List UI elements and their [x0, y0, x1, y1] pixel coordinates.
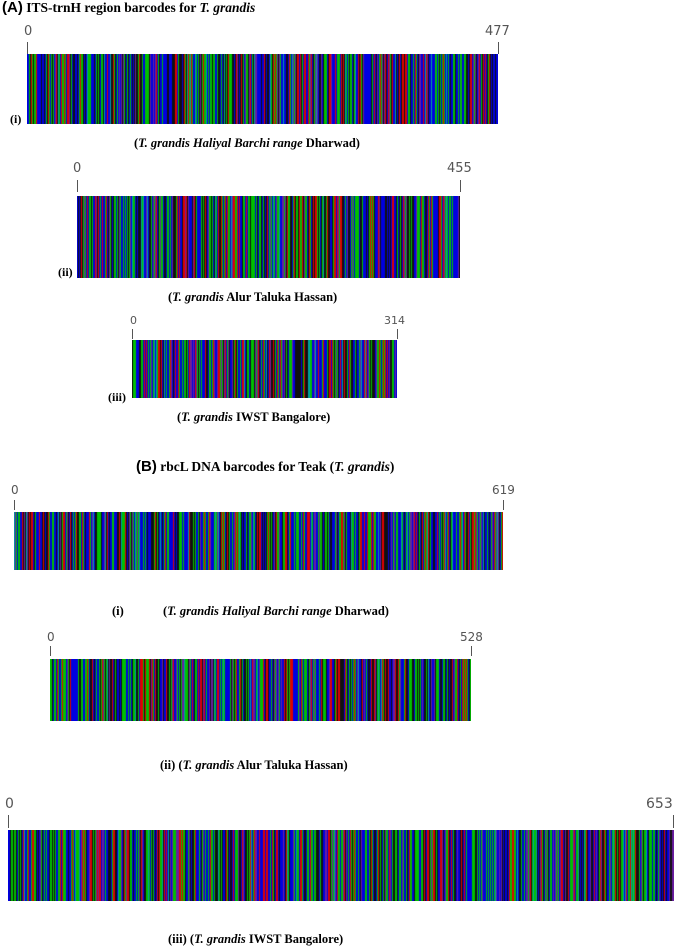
panel-a-title-text: ITS-trnH region barcodes for	[26, 0, 197, 15]
barcode-b1-start-label: 0	[11, 483, 19, 497]
barcode-a3-caption: (T. grandis IWST Bangalore)	[177, 410, 331, 424]
panel-b-title-text: rbcL DNA barcodes for Teak (	[160, 459, 335, 474]
barcode-b2-start-tick	[50, 646, 51, 656]
barcode-b2-end-label: 528	[460, 630, 483, 644]
barcode-a2-caption-species: T. grandis	[172, 290, 224, 304]
panel-a-letter: (A)	[2, 0, 23, 16]
barcode-a2-end-label: 455	[447, 161, 472, 176]
barcode-a1-caption-species: T. grandis Haliyal Barchi range	[138, 136, 303, 150]
barcode-a1-start-tick	[27, 42, 28, 54]
barcode-a3-end-label: 314	[384, 314, 405, 327]
barcode-b3-caption: (iii) (T. grandis IWST Bangalore)	[168, 932, 344, 946]
barcode-a2-index: (ii)	[58, 265, 73, 279]
barcode-a2-end-tick	[460, 180, 461, 192]
barcode-a2	[77, 196, 460, 278]
barcode-a1-caption: (T. grandis Haliyal Barchi range Dharwad…	[134, 136, 360, 150]
barcode-a1-index: (i)	[10, 112, 22, 126]
barcode-a1	[27, 54, 498, 124]
barcode-b2-start-label: 0	[47, 630, 55, 644]
barcode-b3	[8, 830, 674, 901]
barcode-a1-end-tick	[498, 42, 499, 54]
barcode-a2-start-label: 0	[73, 161, 82, 176]
barcode-b3-start-label: 0	[5, 796, 14, 812]
barcode-b3-end-label: 653	[646, 796, 673, 812]
barcode-b2-caption: (ii) (T. grandis Alur Taluka Hassan)	[160, 758, 348, 772]
barcode-b3-caption-species: T. grandis	[194, 932, 246, 946]
barcode-a3-end-tick	[397, 329, 398, 339]
barcode-a3-start-label: 0	[130, 314, 137, 327]
panel-a-title-species: T. grandis	[199, 0, 256, 15]
panel-b-letter: (B)	[136, 458, 157, 475]
panel-b-title: (B) rbcL DNA barcodes for Teak (T. grand…	[136, 458, 395, 475]
barcode-b3-start-tick	[8, 815, 9, 828]
barcode-b1-end-label: 619	[492, 483, 515, 497]
barcode-a2-start-tick	[77, 180, 78, 192]
barcode-b1-caption-species: T. grandis Haliyal Barchi range	[167, 604, 332, 618]
barcode-b3-index: (iii)	[168, 932, 187, 946]
barcode-b1-start-tick	[14, 500, 15, 510]
barcode-a3-start-tick	[132, 329, 133, 339]
panel-b-title-species: T. grandis	[334, 459, 390, 474]
panel-a-title: (A) ITS-trnH region barcodes for T. gran…	[2, 0, 255, 16]
barcode-b3-end-tick	[673, 815, 674, 828]
barcode-b1	[14, 512, 503, 570]
barcode-b2-end-tick	[471, 646, 472, 656]
barcode-b2-index: (ii)	[160, 758, 176, 772]
barcode-b1-caption: (T. grandis Haliyal Barchi range Dharwad…	[163, 604, 389, 618]
barcode-a3-caption-species: T. grandis	[181, 410, 233, 424]
barcode-b1-index: (i)	[112, 604, 124, 618]
barcode-a1-start-label: 0	[24, 24, 33, 39]
barcode-a1-end-label: 477	[485, 24, 510, 39]
barcode-b1-end-tick	[503, 500, 504, 510]
barcode-a3-index: (iii)	[108, 390, 126, 404]
barcode-a2-caption: (T. grandis Alur Taluka Hassan)	[168, 290, 338, 304]
barcode-b2-caption-species: T. grandis	[182, 758, 235, 772]
barcode-a3	[132, 340, 397, 398]
barcode-b2	[50, 659, 471, 721]
